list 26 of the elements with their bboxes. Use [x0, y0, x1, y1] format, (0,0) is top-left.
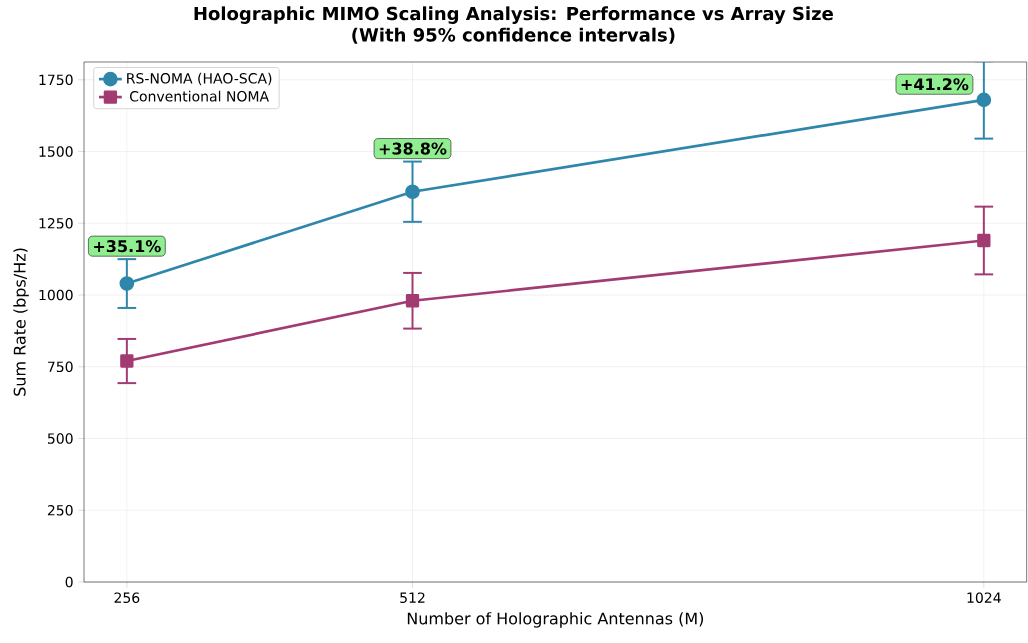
- y-tick-label: 500: [47, 433, 73, 444]
- legend-label: Conventional NOMA: [130, 90, 269, 102]
- y-axis-title: Sum Rate (bps/Hz): [13, 248, 29, 396]
- point: [119, 276, 135, 291]
- annotation: +35.1%: [94, 240, 161, 253]
- point: [976, 92, 992, 108]
- y-tick-label: 750: [48, 361, 73, 373]
- point: [405, 294, 420, 308]
- point: [120, 354, 134, 368]
- y-tick-label: 1500: [39, 146, 73, 157]
- y-tick-label: 0: [65, 576, 73, 588]
- annotation: +41.2%: [901, 78, 969, 91]
- y-tick-label: 250: [47, 504, 73, 516]
- point: [405, 184, 420, 200]
- x-axis-title: Number of Holographic Antennas (M): [407, 612, 704, 628]
- legend-label: RS-NOMA (HAO-SCA): [127, 72, 272, 86]
- y-tick-label: 1250: [39, 217, 73, 229]
- y-tick-label: 1750: [39, 74, 73, 86]
- chart-subtitle: (With 95% confidence intervals): [352, 27, 675, 44]
- x-tick-label: 256: [114, 592, 140, 603]
- y-tick-label: 1000: [39, 289, 73, 301]
- x-tick-label: 512: [400, 592, 425, 603]
- chart-title: Holographic MIMO Scaling Analysis: Performance vs Array Size: [194, 6, 833, 24]
- x-tick-label: 1024: [967, 592, 1001, 603]
- point: [977, 233, 991, 248]
- annotation: +38.8%: [379, 142, 447, 155]
